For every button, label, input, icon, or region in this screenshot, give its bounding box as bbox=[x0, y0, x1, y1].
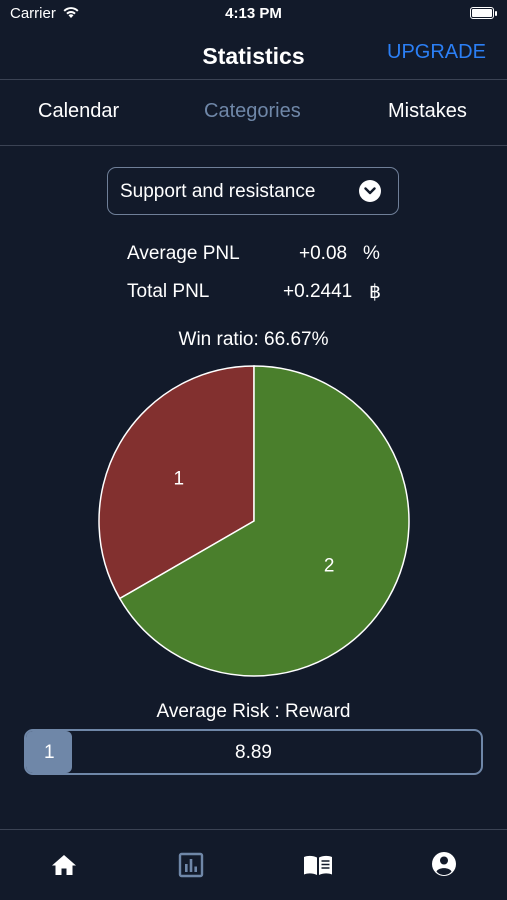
pie-slice-label-1: 1 bbox=[174, 469, 185, 490]
pie-slice-1 bbox=[98, 365, 255, 600]
status-bar: Carrier 4:13 PM bbox=[0, 0, 507, 30]
tabs-divider bbox=[0, 145, 507, 146]
tab-mistakes[interactable]: Mistakes bbox=[388, 100, 467, 122]
reward-value: 8.89 bbox=[235, 742, 272, 763]
tabbar-statistics[interactable] bbox=[176, 850, 206, 880]
risk-reward-label: Average Risk : Reward bbox=[156, 701, 351, 722]
home-icon bbox=[52, 855, 76, 875]
tab-calendar[interactable]: Calendar bbox=[38, 100, 120, 122]
carrier-label: Carrier bbox=[10, 5, 56, 22]
category-select[interactable]: Support and resistance bbox=[107, 167, 399, 215]
risk-value: 1 bbox=[44, 742, 55, 763]
battery-icon bbox=[470, 7, 497, 19]
win-ratio-text: Win ratio: 66.67% bbox=[178, 329, 329, 350]
header-divider bbox=[0, 79, 507, 80]
average-pnl-label: Average PNL bbox=[127, 243, 240, 264]
upgrade-button[interactable]: UPGRADE bbox=[387, 41, 486, 63]
journal-book-icon bbox=[304, 855, 332, 875]
total-pnl-value: +0.2441 bbox=[283, 281, 353, 302]
total-pnl-unit: ฿ bbox=[369, 282, 382, 303]
chevron-down-icon bbox=[359, 180, 381, 202]
total-pnl-label: Total PNL bbox=[127, 281, 210, 302]
pie-slice-label-2: 2 bbox=[324, 555, 335, 576]
tabbar-account[interactable] bbox=[429, 850, 459, 880]
average-pnl-unit: % bbox=[363, 243, 380, 264]
bar-chart-icon bbox=[178, 852, 204, 878]
tab-categories[interactable]: Categories bbox=[204, 100, 301, 122]
tabbar-divider bbox=[0, 829, 507, 830]
risk-segment bbox=[26, 731, 72, 773]
page-title: Statistics bbox=[202, 43, 305, 69]
risk-reward-bar: 1 8.89 bbox=[24, 729, 483, 775]
win-loss-pie-chart: 12 bbox=[98, 365, 410, 677]
status-time: 4:13 PM bbox=[225, 5, 282, 22]
wifi-icon bbox=[62, 5, 80, 23]
average-pnl-value: +0.08 bbox=[299, 243, 348, 264]
tabbar-journal[interactable] bbox=[302, 850, 332, 880]
category-select-value: Support and resistance bbox=[120, 181, 316, 202]
account-icon bbox=[432, 852, 456, 876]
tabbar-home[interactable] bbox=[49, 850, 79, 880]
pie-slice-2 bbox=[118, 365, 410, 677]
